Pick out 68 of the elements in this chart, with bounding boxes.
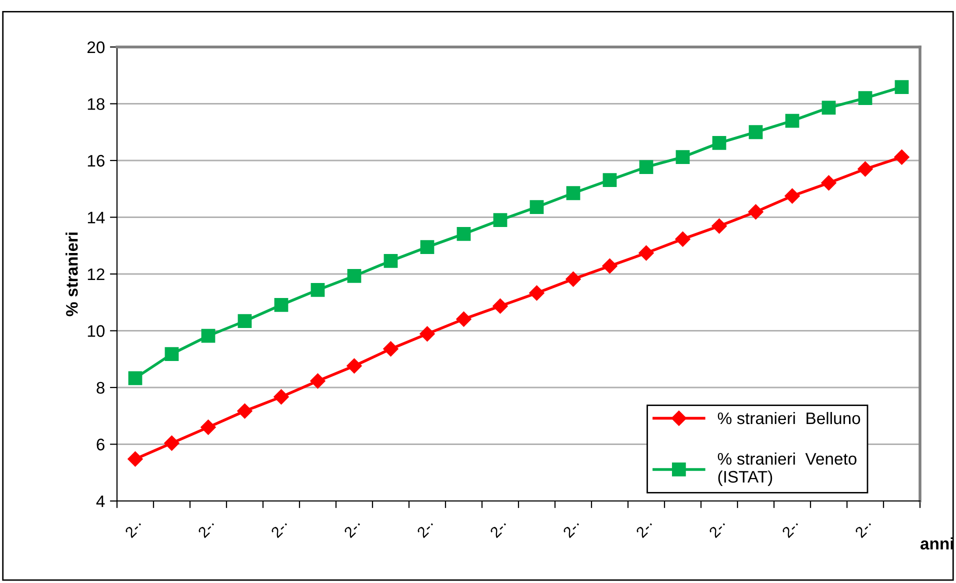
point [347, 269, 362, 283]
y-tick-label: 6 [96, 438, 104, 450]
x-tick-label: 2-· [854, 519, 874, 538]
point [566, 186, 580, 200]
point [675, 232, 690, 247]
point [785, 114, 800, 128]
y-tick-label: 18 [88, 98, 104, 110]
point [858, 161, 873, 177]
point [274, 389, 289, 404]
point [712, 136, 726, 150]
x-tick-label: 2-· [124, 519, 144, 538]
point [784, 188, 800, 204]
point [310, 282, 325, 297]
point [164, 436, 180, 451]
point [493, 213, 508, 228]
y-tick-label: 12 [88, 268, 104, 280]
point [748, 125, 763, 140]
point [712, 218, 727, 234]
point [383, 341, 398, 356]
point [529, 285, 544, 301]
y-tick-label: 20 [87, 41, 105, 54]
point [200, 420, 216, 435]
y-tick-label: 10 [88, 325, 105, 337]
point [602, 173, 617, 188]
x-axis-title: anni [920, 537, 954, 550]
legend-label: % stranieri Veneto (ISTAT) [718, 452, 856, 486]
point [201, 328, 216, 343]
point [566, 272, 581, 287]
point [164, 347, 179, 361]
point [676, 150, 690, 164]
y-axis-title: % stranieri [66, 232, 78, 316]
point [822, 100, 836, 115]
x-tick-label: 2-· [635, 519, 654, 538]
point [530, 200, 544, 214]
point [602, 258, 618, 274]
point [894, 150, 910, 165]
point [128, 451, 143, 467]
x-tick-label: 2-· [562, 519, 582, 538]
point [238, 314, 252, 328]
point [639, 160, 654, 174]
point [346, 358, 362, 374]
point [858, 91, 872, 106]
legend-label: % stranieri Belluno [718, 412, 860, 424]
point [821, 175, 836, 190]
point [420, 240, 434, 254]
x-tick-label: 2-· [197, 519, 216, 538]
point [274, 298, 288, 312]
point [894, 80, 909, 94]
point [456, 312, 472, 327]
point [128, 371, 142, 386]
point [310, 373, 326, 389]
point [492, 298, 508, 314]
y-tick-label: 8 [96, 382, 104, 394]
y-tick-label: 4 [96, 496, 105, 508]
y-tick-label: 16 [88, 154, 104, 167]
point [237, 403, 252, 419]
x-tick-label: 2-· [489, 519, 508, 538]
x-tick-label: 2-· [270, 519, 290, 538]
point [420, 326, 435, 342]
point [456, 227, 471, 241]
point [638, 245, 654, 261]
x-tick-label: 2-· [343, 519, 362, 538]
point [748, 204, 764, 220]
x-tick-label: 2-· [708, 519, 728, 538]
x-tick-label: 2-· [781, 519, 800, 538]
y-tick-label: 14 [88, 212, 105, 224]
point [384, 254, 398, 268]
x-tick-label: 2-· [416, 519, 436, 538]
